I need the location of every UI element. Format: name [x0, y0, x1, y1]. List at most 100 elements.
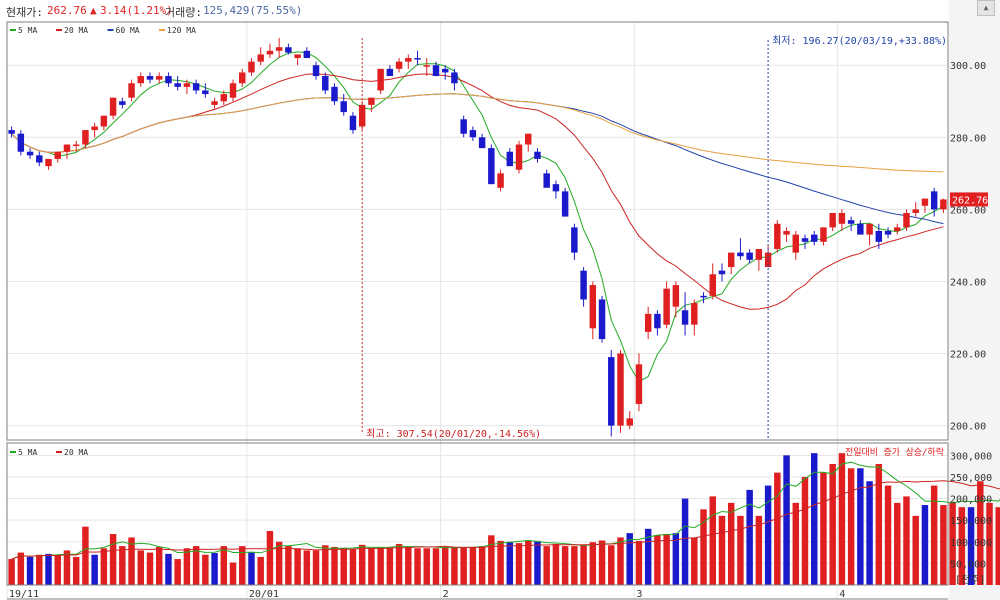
- volume-bar: [783, 455, 790, 585]
- volume-bar: [275, 541, 283, 585]
- candle-body: [829, 212, 836, 228]
- price-tick-label: 200.00: [950, 422, 986, 433]
- volume-tick-label: 50,000: [950, 559, 986, 570]
- candle-body: [377, 68, 384, 91]
- volume-tick-label: 100,000: [950, 538, 992, 549]
- volume-bar: [930, 485, 938, 585]
- ma-5-line: [11, 51, 944, 383]
- candle-body: [875, 231, 883, 242]
- candle-body: [423, 65, 430, 67]
- candle-body: [285, 47, 292, 53]
- volume-bar: [967, 507, 975, 585]
- volume-bar: [709, 496, 716, 585]
- volume-bar: [497, 540, 504, 585]
- candle-body: [128, 83, 135, 98]
- candle-body: [183, 83, 191, 87]
- candle-body: [930, 191, 938, 210]
- candle-body: [432, 65, 440, 77]
- ma-legend-label: 5 MA: [18, 26, 37, 35]
- candle-body: [257, 54, 264, 62]
- candle-body: [275, 47, 283, 51]
- candle-body: [368, 97, 375, 105]
- volume-bar: [63, 550, 71, 585]
- volume-bar: [423, 548, 430, 585]
- candle-body: [718, 270, 726, 275]
- candle-body: [395, 61, 403, 69]
- candle-body: [174, 83, 181, 87]
- candle-body: [792, 234, 800, 253]
- candle-body: [755, 249, 763, 260]
- candle-body: [552, 184, 560, 192]
- volume-bar: [838, 453, 846, 585]
- candle-body: [580, 270, 587, 300]
- candle-body: [903, 212, 910, 228]
- volume-bar: [322, 545, 329, 585]
- volume-bar: [340, 547, 347, 585]
- volume-bar: [91, 554, 98, 585]
- candle-body: [469, 130, 477, 138]
- volume-bar: [303, 550, 311, 585]
- volume-bar: [635, 540, 643, 585]
- volume-bar: [506, 541, 514, 585]
- scroll-up-arrow-icon[interactable]: ▲: [977, 0, 995, 16]
- candle-body: [63, 144, 71, 152]
- vol-legend-label: 20 MA: [64, 448, 88, 457]
- volume-bar: [137, 550, 144, 585]
- volume-bar: [552, 543, 560, 585]
- volume-bar: [45, 553, 52, 585]
- volume-bar: [755, 515, 763, 585]
- high-annotation: 최고: 307.54(20/01/20,-14.56%): [366, 428, 541, 440]
- volume-bar: [921, 505, 929, 585]
- candle-body: [478, 137, 486, 149]
- candle-body: [109, 97, 117, 116]
- volume-bar: [414, 548, 421, 585]
- candle-body: [857, 223, 864, 235]
- volume-bar: [525, 540, 532, 585]
- x-tick-label: 19/11: [9, 589, 39, 600]
- volume-bar: [478, 546, 486, 585]
- volume-value: 125,429(75.55%): [203, 4, 303, 17]
- volume-bar: [36, 554, 43, 585]
- candle-body: [746, 252, 753, 260]
- volume-bar: [17, 552, 25, 585]
- candle-body: [45, 158, 52, 167]
- volume-bar: [183, 548, 191, 585]
- volume-bar: [792, 502, 800, 585]
- volume-bar: [312, 550, 320, 585]
- volume-bar: [331, 546, 338, 585]
- candle-body: [691, 303, 698, 325]
- volume-bar: [155, 546, 163, 585]
- volume-bar: [82, 526, 89, 585]
- candle-body: [525, 133, 532, 145]
- volume-bar: [811, 453, 818, 585]
- volume-bar: [598, 540, 606, 585]
- volume-bar: [700, 509, 707, 585]
- volume-tick-label: 250,000: [950, 473, 992, 484]
- volume-bar: [884, 485, 892, 585]
- volume-ma-5-line: [11, 461, 1000, 560]
- candle-body: [405, 58, 412, 62]
- candle-body: [155, 76, 163, 80]
- volume-bar: [229, 562, 237, 585]
- candle-body: [912, 209, 919, 213]
- candle-body: [672, 285, 680, 307]
- candle-body: [349, 115, 357, 131]
- last-price-tag: [950, 192, 988, 207]
- volume-bar: [571, 546, 578, 585]
- volume-bar: [663, 533, 670, 585]
- candle-body: [727, 252, 735, 268]
- volume-bar: [847, 468, 855, 585]
- candle-body: [700, 295, 707, 298]
- volume-bar: [211, 553, 218, 585]
- candle-body: [312, 65, 320, 77]
- volume-bar: [192, 546, 200, 585]
- candle-body: [654, 313, 661, 329]
- volume-bar: [580, 545, 587, 585]
- price-change-value: 3.14(1.21%): [100, 4, 173, 17]
- candle-body: [146, 76, 154, 80]
- candle-body: [266, 50, 274, 55]
- volume-bar: [626, 533, 633, 585]
- x-tick-label: 2: [443, 589, 449, 600]
- candle-body: [451, 72, 458, 84]
